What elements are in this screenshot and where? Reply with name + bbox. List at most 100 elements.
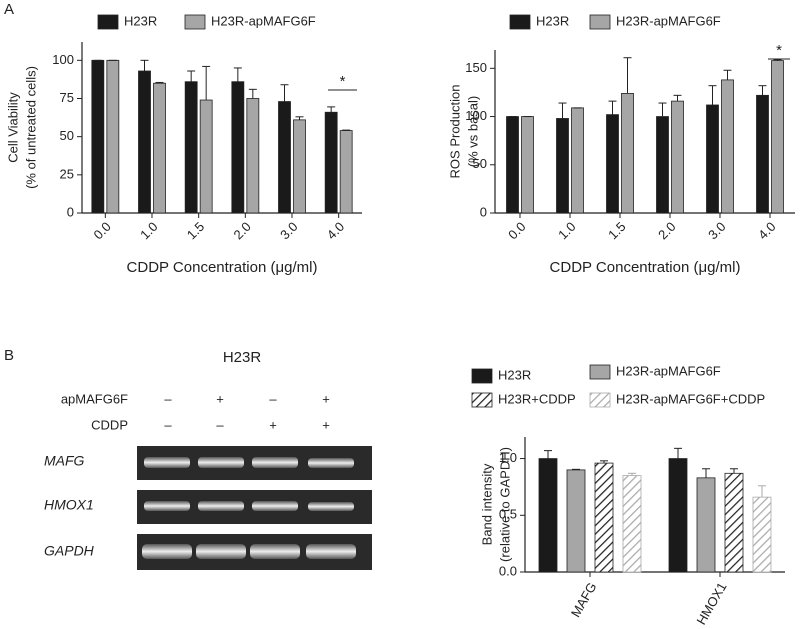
bar <box>571 107 584 214</box>
y-axis-label: (% vs basal) <box>465 96 480 168</box>
x-axis-label: CDDP Concentration (μg/ml) <box>550 259 741 276</box>
bar <box>594 462 614 573</box>
x-tick-label: 4.0 <box>755 219 778 242</box>
x-tick-label: 0.0 <box>505 219 528 242</box>
bar <box>293 119 306 214</box>
bar <box>671 100 684 214</box>
panel-label: B <box>4 347 14 364</box>
error-bar <box>140 59 149 72</box>
bar <box>231 81 245 214</box>
x-tick-label: 2.0 <box>230 219 253 242</box>
bar <box>656 116 669 214</box>
legend-label: H23R-apMAFG6F+CDDP <box>616 391 765 406</box>
gel-row-label: apMAFG6F <box>61 391 128 406</box>
bar <box>506 116 519 214</box>
y-tick-label: 25 <box>60 166 74 181</box>
legend-label: H23R+CDDP <box>498 391 576 406</box>
gel-band-label: HMOX1 <box>44 497 94 513</box>
error-bar <box>708 85 717 105</box>
x-tick-label: 1.5 <box>184 219 207 242</box>
x-tick-label: 4.0 <box>324 219 347 242</box>
gel-image <box>137 446 372 570</box>
error-bar <box>623 57 632 94</box>
error-bar <box>773 59 782 61</box>
y-tick-label: 0 <box>67 204 74 219</box>
bar <box>138 70 151 214</box>
y-tick-label: 0.5 <box>499 507 517 522</box>
error-bar <box>673 94 682 102</box>
bar <box>696 477 716 573</box>
x-tick-label: 1.0 <box>555 219 578 242</box>
legend-swatch <box>184 14 206 30</box>
gel-sign: + <box>216 391 224 406</box>
bar <box>521 116 534 214</box>
legend-swatch <box>471 392 493 408</box>
error-bar <box>702 468 710 478</box>
bar <box>184 81 198 214</box>
legend-swatch <box>589 364 611 380</box>
error-bar <box>155 81 164 84</box>
bar <box>724 472 744 573</box>
y-tick-label: 0.0 <box>499 563 517 578</box>
error-bar <box>758 485 766 498</box>
error-bar <box>248 88 257 99</box>
x-tick-label: 0.0 <box>90 219 113 242</box>
bar <box>566 469 586 573</box>
x-tick-label: 1.5 <box>605 219 628 242</box>
bar <box>721 79 734 214</box>
legend-swatch <box>509 14 531 30</box>
error-bar <box>327 106 336 113</box>
gel-band-label: GAPDH <box>44 543 95 559</box>
bar <box>752 496 772 573</box>
y-axis-label: ROS Production <box>447 85 462 179</box>
y-tick-label: 1.0 <box>499 450 517 465</box>
gel-band-label: MAFG <box>44 453 85 469</box>
legend-label: H23R-apMAFG6F <box>211 13 316 28</box>
bar <box>668 458 688 573</box>
y-axis-label: (relative to GAPDH) <box>497 447 512 562</box>
legend-label: H23R-apMAFG6F <box>616 13 721 28</box>
bar <box>91 59 105 214</box>
bar <box>621 93 634 214</box>
error-bar <box>723 69 732 80</box>
x-axis-label: CDDP Concentration (μg/ml) <box>127 259 318 276</box>
y-tick-label: 100 <box>52 52 74 67</box>
legend-swatch <box>589 14 611 30</box>
y-tick-label: 50 <box>473 156 487 171</box>
gel-row-label: CDDP <box>91 417 128 432</box>
x-tick-label: 3.0 <box>705 219 728 242</box>
gel-sign: – <box>269 391 277 406</box>
gel-sign: + <box>322 391 330 406</box>
error-bar <box>202 65 211 101</box>
x-tick-label: 2.0 <box>655 219 678 242</box>
y-tick-label: 50 <box>60 128 74 143</box>
error-bar <box>674 447 682 459</box>
significance-mark: * <box>776 42 782 59</box>
panel-label: A <box>4 1 14 18</box>
y-axis-label: Cell Viability <box>5 92 20 163</box>
legend-label: H23R-apMAFG6F <box>616 363 721 378</box>
bar <box>756 94 769 214</box>
bar <box>339 130 353 214</box>
significance-mark: * <box>340 73 346 90</box>
error-bar <box>295 116 304 120</box>
error-bar <box>658 102 667 117</box>
legend-label: H23R <box>498 367 531 382</box>
error-bar <box>730 468 738 474</box>
bar <box>246 98 260 214</box>
error-bar <box>608 100 617 115</box>
bar <box>106 59 120 214</box>
error-bar <box>758 85 767 96</box>
error-bar <box>558 102 567 119</box>
y-axis-label: (% of untreated cells) <box>23 66 38 189</box>
y-tick-label: 75 <box>60 90 74 105</box>
bar <box>771 60 784 214</box>
gel-sign: – <box>164 391 172 406</box>
bar <box>706 104 719 214</box>
legend-label: H23R <box>536 13 569 28</box>
bar <box>622 475 642 573</box>
bar <box>153 82 166 214</box>
gel-title: H23R <box>223 349 262 366</box>
gel-sign: + <box>269 417 277 432</box>
